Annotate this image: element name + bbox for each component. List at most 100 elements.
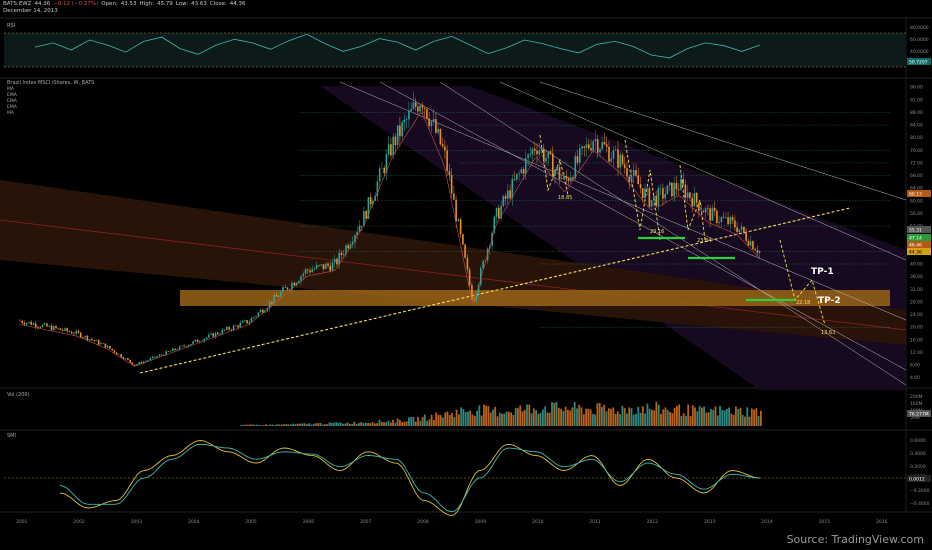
candle-body xyxy=(336,258,338,265)
smi-axis-tick: 0.6000 xyxy=(910,438,926,444)
volume-bar xyxy=(473,415,476,426)
support-zone[interactable] xyxy=(180,290,890,306)
price-axis[interactable]: 80.000060.000040.000020.000096.0092.0088… xyxy=(910,25,930,507)
candle-body xyxy=(79,332,82,338)
candle-body xyxy=(178,346,181,350)
volume-bar xyxy=(403,421,406,426)
price-axis-tick: 76.00 xyxy=(910,148,923,154)
source-credit[interactable]: Source: TradingView.com xyxy=(786,533,924,546)
candle-body xyxy=(677,189,680,190)
volume-bar xyxy=(471,414,474,426)
time-axis[interactable]: 2001 2002 2003 2004 2005 2006 2007 2008 2009 2010… xyxy=(16,519,888,525)
volume-axis-tick: 50M xyxy=(910,415,920,421)
volume-bar xyxy=(644,413,646,426)
candle-body xyxy=(340,252,343,255)
time-axis-tick: 2010 xyxy=(532,519,544,525)
candle-body xyxy=(61,330,64,331)
rsi-value-tag-box xyxy=(907,58,931,65)
volume-pane-label[interactable]: Vol (200) xyxy=(7,392,30,398)
rsi-pane-label[interactable]: RSI xyxy=(7,23,16,29)
candle-body xyxy=(635,170,637,176)
volume-bar xyxy=(694,407,696,426)
candle-body xyxy=(668,182,671,186)
volume-axis-tick: 150M xyxy=(910,401,923,407)
volume-bar xyxy=(448,414,451,426)
candle-body xyxy=(318,265,320,266)
candle-body xyxy=(590,148,592,151)
candle-body xyxy=(84,335,86,338)
volume-bar xyxy=(378,419,381,426)
candle-body xyxy=(437,129,439,133)
price-candles xyxy=(19,91,761,367)
candle-body xyxy=(659,188,662,189)
volume-bar xyxy=(258,424,260,426)
candle-body xyxy=(232,325,235,330)
volume-bar xyxy=(587,408,590,426)
candle-body xyxy=(342,254,345,255)
volume-bar xyxy=(367,423,369,426)
volume-bar xyxy=(417,416,419,426)
candle-body xyxy=(689,192,691,198)
indicator-ema-3[interactable]: EMA xyxy=(7,105,17,110)
candle-body xyxy=(280,292,282,297)
candle-body xyxy=(412,102,415,109)
volume-bar xyxy=(498,412,501,426)
candle-body xyxy=(109,345,111,349)
candle-body xyxy=(264,310,266,313)
candle-body xyxy=(253,317,255,319)
indicator-ema-2[interactable]: EMA xyxy=(7,99,17,104)
close-value: 44.36 xyxy=(229,1,246,7)
candle-body xyxy=(650,200,653,207)
volume-bar xyxy=(455,409,458,426)
volume-bar xyxy=(517,408,519,426)
volume-bar xyxy=(691,405,694,426)
candle-body xyxy=(547,151,550,158)
volume-bar xyxy=(317,423,319,426)
candle-body xyxy=(21,320,23,323)
volume-bar xyxy=(410,417,413,426)
rsi-line xyxy=(34,33,761,59)
price-axis-tick: 68.00 xyxy=(910,173,923,179)
candle-body xyxy=(394,136,397,146)
indicator-ema-1[interactable]: EMA xyxy=(7,93,17,98)
candle-body xyxy=(136,364,138,366)
indicator-ma-1[interactable]: MA xyxy=(7,87,14,92)
candle-body xyxy=(295,282,298,286)
price-axis-tick: 72.00 xyxy=(910,160,923,166)
smi-pane-label[interactable]: SMI xyxy=(7,433,16,439)
candle-body xyxy=(228,327,230,330)
indicator-ma-2[interactable]: MA xyxy=(7,111,14,116)
volume-bar xyxy=(637,406,640,426)
candle-body xyxy=(711,207,714,221)
volume-bar xyxy=(285,424,288,426)
open-value: 43.53 xyxy=(120,1,137,7)
volume-bar xyxy=(369,423,372,426)
candle-body xyxy=(421,105,424,108)
candle-body xyxy=(448,171,451,176)
symbol[interactable]: BATS:EWZ xyxy=(3,1,32,7)
candle-body xyxy=(646,188,648,189)
moving-average-line xyxy=(19,112,760,367)
volume-bar xyxy=(698,405,701,426)
annotation-18-85: 18.85 xyxy=(558,195,572,201)
volume-bar xyxy=(324,424,326,426)
volume-bar xyxy=(653,410,656,426)
candle-body xyxy=(75,330,77,334)
price-annotations: 18.85 29.16 23.84 22.18 13.63 xyxy=(558,195,835,336)
rsi-axis-tick: 80.0000 xyxy=(910,25,929,31)
price-pane-title[interactable]: Brazil Index MSCI iShares, W, BATS xyxy=(7,80,95,86)
candle-body xyxy=(623,164,626,168)
candle-body xyxy=(552,153,554,176)
candle-body xyxy=(527,154,529,159)
volume-bar xyxy=(253,424,256,426)
volume-bar xyxy=(371,422,374,426)
volume-bar xyxy=(408,417,410,426)
volume-bar xyxy=(610,408,612,426)
long-term-trendline[interactable] xyxy=(139,207,851,374)
candle-body xyxy=(713,207,716,211)
volume-bar xyxy=(364,422,367,426)
candle-body xyxy=(315,265,318,269)
volume-bar xyxy=(657,404,660,426)
time-axis-tick: 2003 xyxy=(131,519,143,525)
